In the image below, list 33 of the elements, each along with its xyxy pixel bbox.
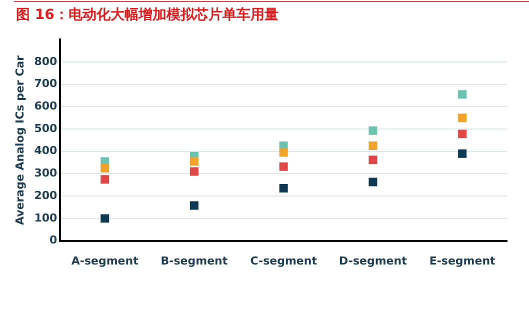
y-tick-label: 400 (34, 144, 58, 158)
point (279, 184, 288, 193)
point (368, 178, 378, 186)
x-tick-label: A-segment (71, 254, 138, 268)
point (279, 148, 288, 157)
point (368, 126, 378, 135)
y-tick-label: 500 (34, 122, 58, 135)
point (458, 114, 467, 122)
y-tick-label: 200 (34, 188, 58, 202)
point (190, 201, 198, 210)
y-tick-label: 600 (34, 100, 58, 113)
point (458, 130, 467, 138)
y-tick-label: 800 (34, 54, 58, 68)
point (458, 149, 467, 158)
point (190, 167, 198, 176)
y-axis-title: Average Analog ICs per Car (13, 54, 26, 226)
point (100, 164, 110, 172)
point (100, 175, 110, 184)
point (279, 162, 288, 171)
point (368, 156, 378, 164)
x-tick-label: E-segment (429, 254, 496, 268)
point (368, 142, 378, 150)
y-tick-label: 300 (34, 166, 58, 180)
y-tick-label: 100 (34, 211, 58, 224)
x-tick-label: B-segment (160, 254, 228, 268)
point (100, 214, 110, 223)
x-tick-label: D-segment (339, 254, 407, 268)
point (458, 90, 467, 99)
point (190, 157, 198, 166)
x-tick-label: C-segment (250, 254, 317, 268)
chart-title: 图 16：电动化大幅增加模拟芯片单车用量 (16, 6, 278, 24)
y-tick-label: 700 (34, 77, 58, 90)
y-tick-label: 0 (50, 234, 58, 247)
